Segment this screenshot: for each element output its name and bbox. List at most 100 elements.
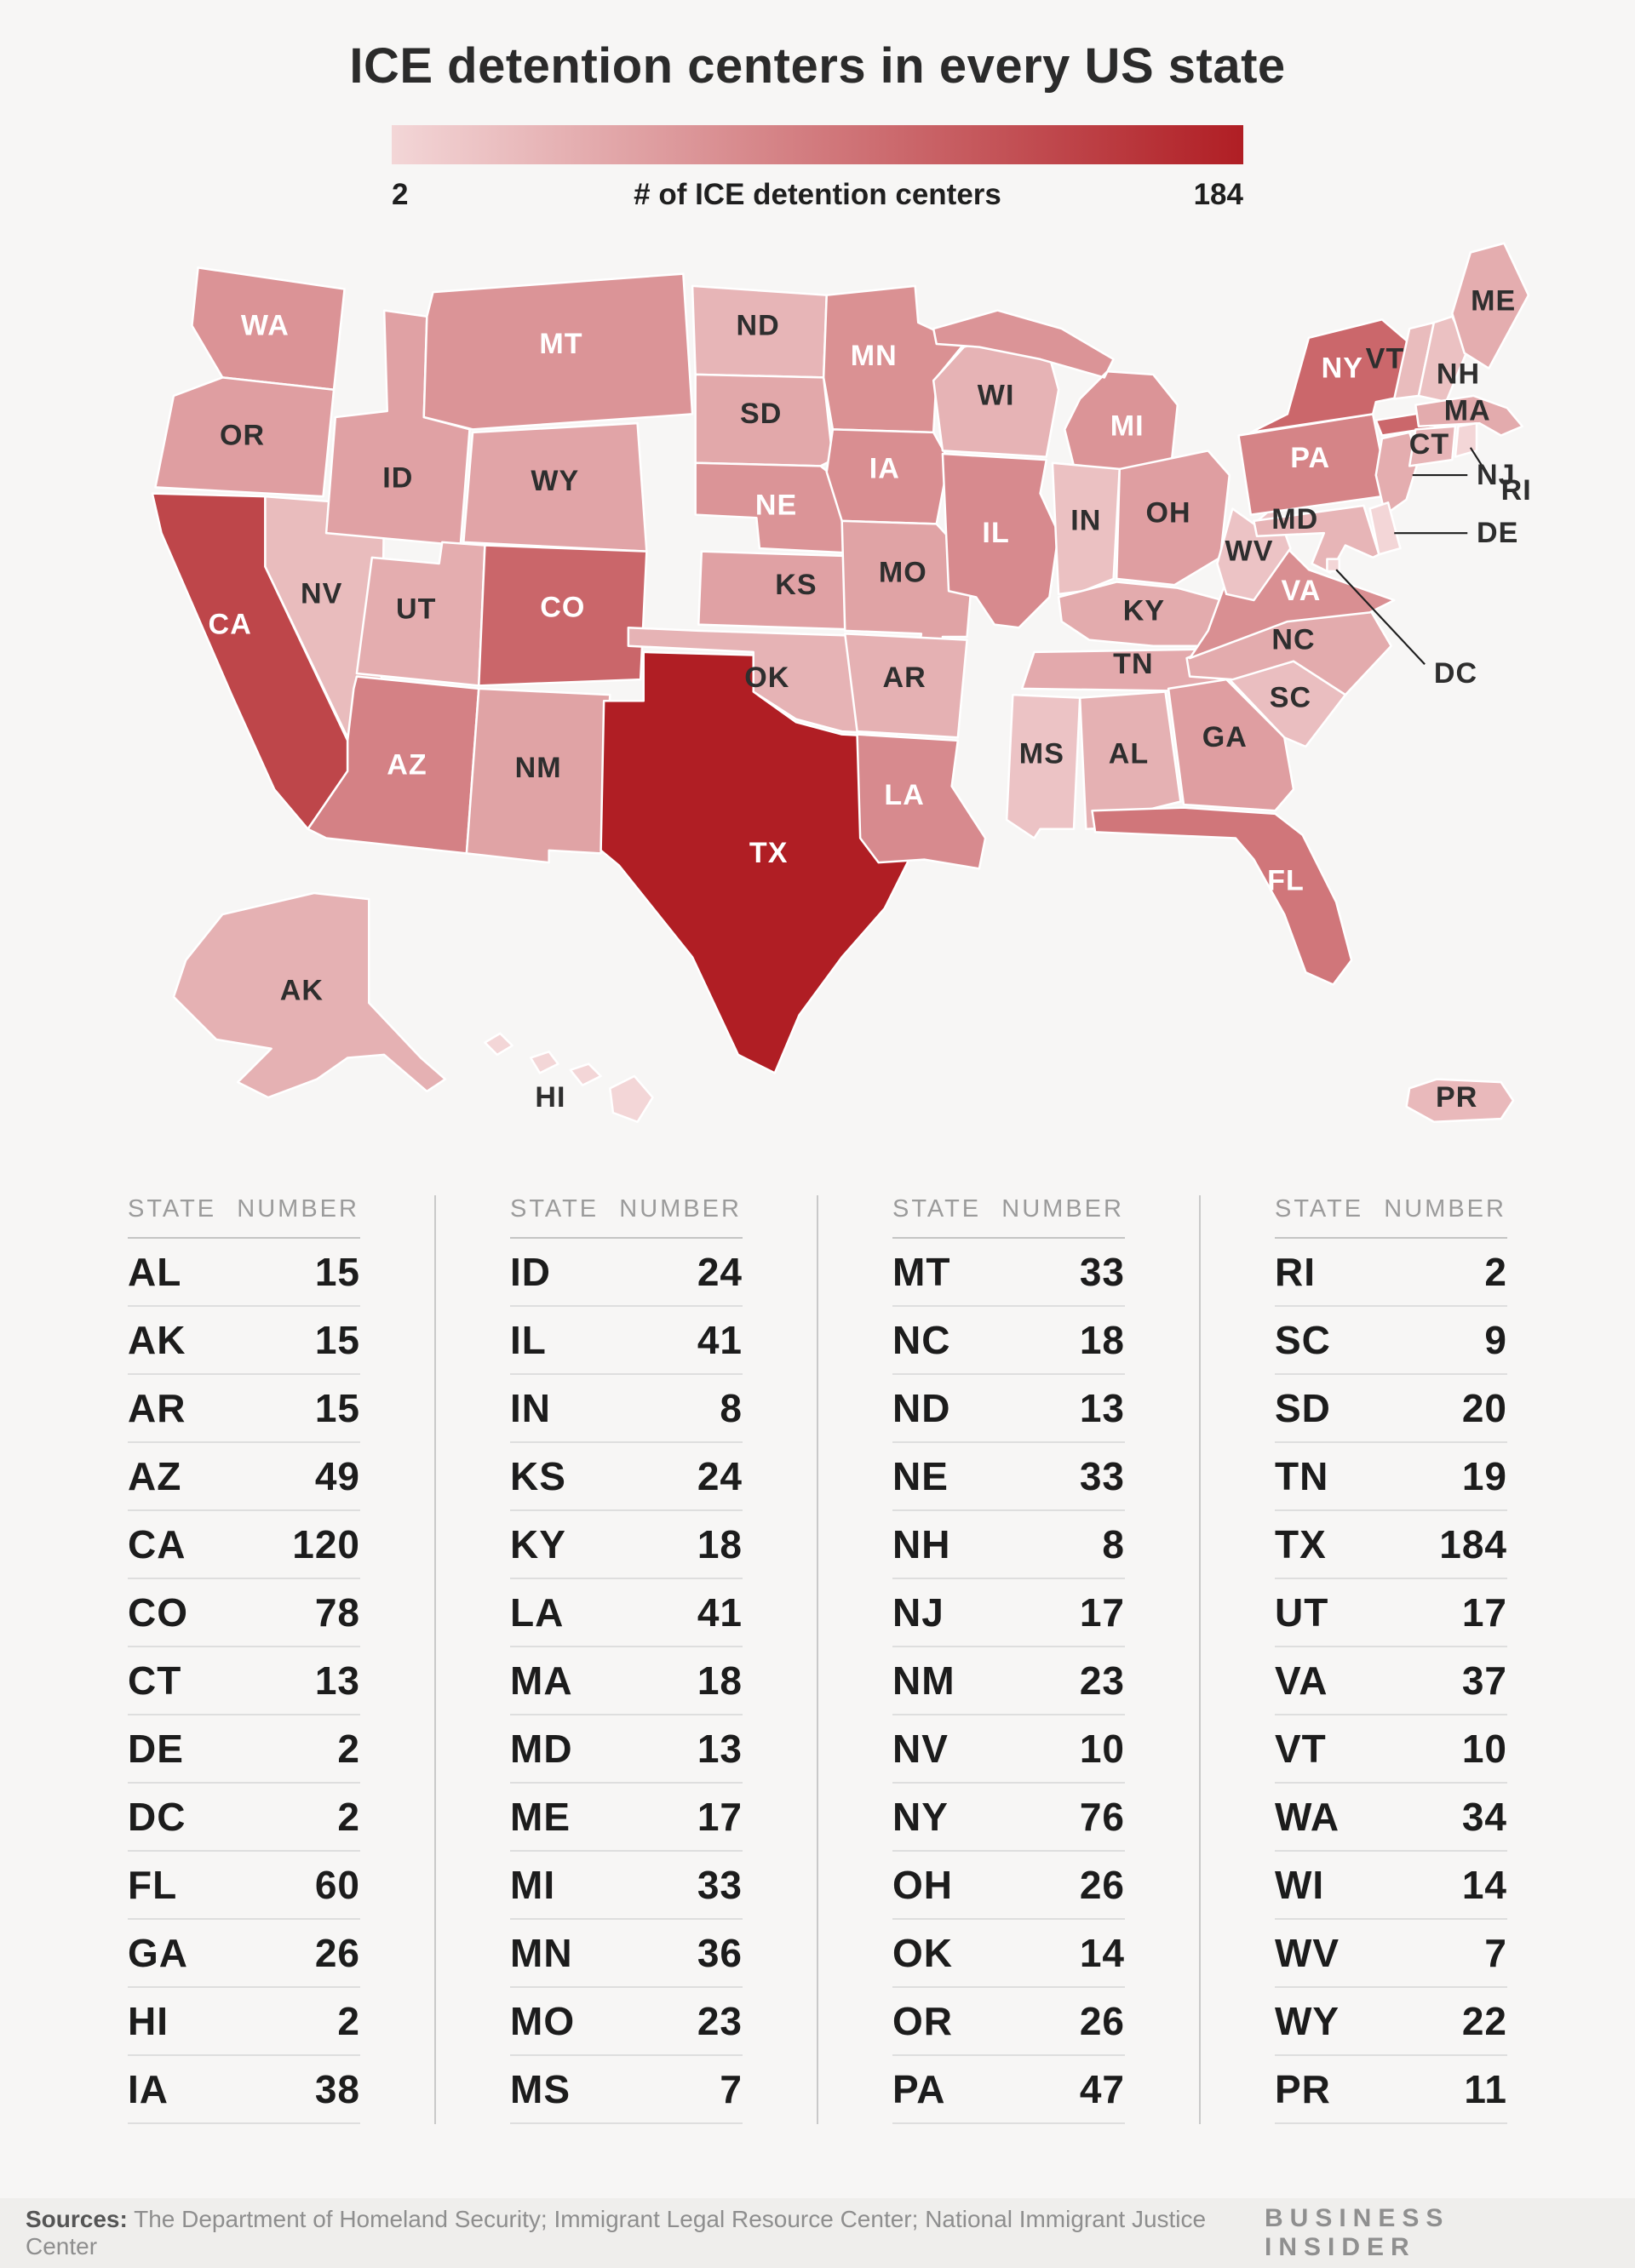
state-cell: MS	[510, 2067, 571, 2111]
state-cell: NE	[892, 1454, 949, 1498]
table-row: OH 26	[892, 1852, 1125, 1920]
number-cell: 20	[1461, 1386, 1507, 1430]
state-label-SC: SC	[1270, 681, 1311, 713]
table-row: UT 17	[1275, 1579, 1507, 1647]
state-cell: OR	[892, 1999, 953, 2043]
state-label-LA: LA	[884, 779, 925, 811]
table-row: AK 15	[128, 1307, 360, 1375]
state-label-DC: DC	[1434, 657, 1477, 690]
table-row: WI 14	[1275, 1852, 1507, 1920]
number-cell: 15	[314, 1318, 360, 1362]
number-cell: 26	[1079, 1999, 1125, 2043]
state-label-CA: CA	[209, 608, 252, 640]
state-label-ND: ND	[736, 309, 779, 341]
state-tables: STATE NUMBER AL 15 AK 15 AR 15 AZ 49 CA 120 CO 78 CT 13…	[0, 1195, 1635, 2124]
state-cell: NH	[892, 1522, 951, 1566]
table-header: STATE NUMBER	[128, 1195, 360, 1239]
state-cell: PR	[1275, 2067, 1331, 2111]
state-label-IA: IA	[869, 453, 900, 485]
table-row: AL 15	[128, 1239, 360, 1307]
number-cell: 9	[1484, 1318, 1507, 1362]
state-label-VA: VA	[1282, 575, 1322, 607]
state-cell: HI	[128, 1999, 169, 2043]
state-label-WV: WV	[1225, 535, 1274, 567]
number-cell: 49	[314, 1454, 360, 1498]
state-label-WA: WA	[241, 309, 290, 341]
number-cell: 36	[697, 1931, 743, 1975]
state-cell: NC	[892, 1318, 951, 1362]
table-row: NJ 17	[892, 1579, 1125, 1647]
table-row: OR 26	[892, 1988, 1125, 2056]
state-label-HI: HI	[535, 1081, 565, 1114]
state-label-MA: MA	[1444, 395, 1491, 427]
table-row: CO 78	[128, 1579, 360, 1647]
number-cell: 184	[1439, 1522, 1507, 1566]
table-row: NC 18	[892, 1307, 1125, 1375]
state-label-MI: MI	[1110, 410, 1144, 443]
header-number: NUMBER	[237, 1195, 359, 1223]
state-MT	[422, 272, 694, 431]
number-cell: 23	[697, 1999, 743, 2043]
state-label-UT: UT	[396, 593, 437, 626]
number-cell: 24	[697, 1454, 743, 1498]
state-label-VT: VT	[1366, 343, 1405, 375]
sources-text: The Department of Homeland Security; Imm…	[26, 2206, 1207, 2259]
state-cell: GA	[128, 1931, 188, 1975]
state-cell: VA	[1275, 1658, 1328, 1703]
table-row: SC 9	[1275, 1307, 1507, 1375]
state-cell: ID	[510, 1250, 551, 1294]
state-cell: IN	[510, 1386, 551, 1430]
number-cell: 17	[697, 1795, 743, 1839]
page-title: ICE detention centers in every US state	[349, 38, 1286, 94]
state-label-CO: CO	[540, 592, 585, 624]
table-row: CT 13	[128, 1647, 360, 1715]
table-row: MN 36	[510, 1920, 743, 1988]
table-row: NE 33	[892, 1443, 1125, 1511]
state-cell: MA	[510, 1658, 573, 1703]
state-label-AL: AL	[1109, 738, 1150, 770]
state-FL	[1091, 806, 1353, 986]
table-row: WA 34	[1275, 1784, 1507, 1852]
table-row: MT 33	[892, 1239, 1125, 1307]
state-label-OR: OR	[220, 419, 265, 451]
state-label-IN: IN	[1070, 505, 1101, 537]
callout-line	[1469, 447, 1493, 482]
state-cell: OH	[892, 1863, 953, 1907]
number-cell: 13	[314, 1658, 360, 1703]
table-row: HI 2	[128, 1988, 360, 2056]
number-cell: 14	[1461, 1863, 1507, 1907]
number-cell: 2	[1484, 1250, 1507, 1294]
header-number: NUMBER	[619, 1195, 742, 1223]
state-CO	[477, 544, 648, 687]
state-label-TN: TN	[1113, 648, 1154, 680]
state-cell: MN	[510, 1931, 573, 1975]
state-cell: PA	[892, 2067, 946, 2111]
number-cell: 13	[697, 1727, 743, 1771]
table-row: MA 18	[510, 1647, 743, 1715]
number-cell: 17	[1461, 1590, 1507, 1635]
table-row: DE 2	[128, 1715, 360, 1784]
table-row: NV 10	[892, 1715, 1125, 1784]
state-cell: WI	[1275, 1863, 1325, 1907]
us-choropleth-map: WA OR CA NV ID MT WY UT CO AZ NM ND SD NE KS OK TX MN IA MO…	[85, 234, 1550, 1149]
number-cell: 41	[697, 1318, 743, 1362]
number-cell: 10	[1461, 1727, 1507, 1771]
state-NJ	[1374, 431, 1420, 516]
state-label-MT: MT	[539, 328, 582, 360]
state-label-MS: MS	[1019, 738, 1064, 770]
table-row: ND 13	[892, 1375, 1125, 1443]
state-IN	[1051, 461, 1122, 596]
state-cell: WA	[1275, 1795, 1340, 1839]
sources-label: Sources:	[26, 2206, 128, 2232]
state-cell: AK	[128, 1318, 186, 1362]
state-cell: CT	[128, 1658, 182, 1703]
table-row: ID 24	[510, 1239, 743, 1307]
table-row: LA 41	[510, 1579, 743, 1647]
state-cell: MI	[510, 1863, 556, 1907]
state-HI	[484, 1032, 654, 1124]
number-cell: 7	[720, 2067, 743, 2111]
state-label-PA: PA	[1290, 442, 1330, 474]
table-row: ME 17	[510, 1784, 743, 1852]
state-label-KY: KY	[1123, 594, 1165, 627]
state-label-WY: WY	[531, 465, 579, 497]
